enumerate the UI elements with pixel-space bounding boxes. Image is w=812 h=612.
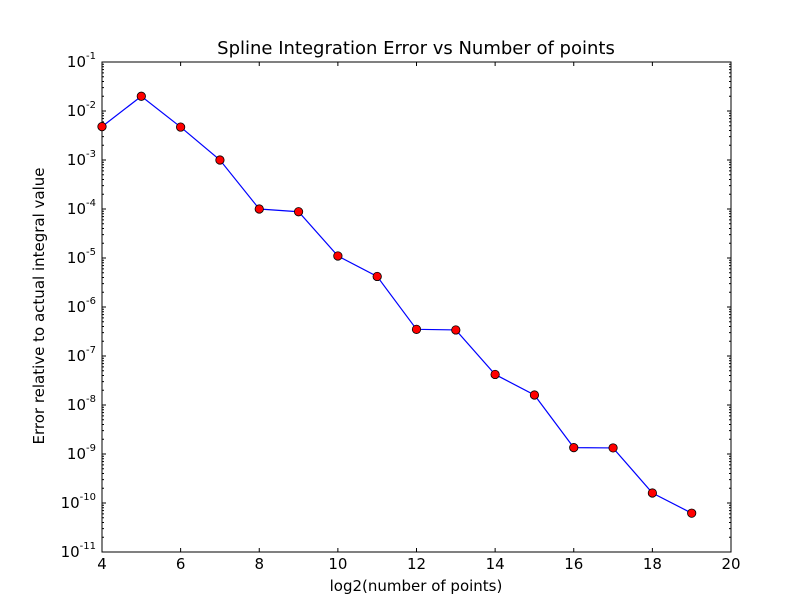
y-tick-label: 10-3 [67, 149, 96, 169]
y-tick-label: 10-9 [67, 443, 96, 463]
x-tick-label: 6 [176, 555, 186, 573]
y-tick-label: 10-2 [67, 100, 96, 120]
data-point [608, 443, 618, 453]
data-point [490, 369, 500, 380]
y-tick-label: 10-11 [61, 541, 96, 561]
x-tick-label: 12 [407, 555, 426, 573]
x-tick-label: 20 [721, 555, 740, 573]
data-point [529, 390, 540, 400]
data-point [176, 122, 186, 132]
x-tick-label: 18 [643, 555, 662, 573]
data-point [254, 204, 264, 214]
y-axis-label: Error relative to actual integral value [30, 167, 48, 444]
data-point [411, 324, 422, 334]
data-point [569, 443, 579, 453]
axis-ticks: 4 6 8 10 12 14 16 18 20 10-11 10-10 10-9 10-8 10-7 10-… [61, 51, 741, 573]
data-point [97, 122, 107, 132]
data-point [333, 251, 343, 261]
y-tick-label: 10-6 [67, 296, 96, 316]
chart-title: Spline Integration Error vs Number of po… [217, 38, 615, 59]
data-series [97, 91, 697, 518]
x-tick-label: 8 [254, 555, 264, 573]
data-point [372, 271, 382, 282]
y-tick-label: 10-1 [67, 51, 96, 71]
data-point [647, 488, 657, 498]
y-tick-label: 10-5 [67, 247, 96, 267]
y-tick-label: 10-4 [67, 198, 96, 218]
data-point [687, 508, 697, 518]
y-tick-label: 10-7 [67, 345, 96, 365]
y-tick-label: 10-8 [67, 394, 96, 414]
x-tick-label: 4 [97, 555, 107, 573]
data-point [293, 207, 304, 217]
x-tick-label: 10 [328, 555, 347, 573]
x-axis-label: log2(number of points) [330, 577, 503, 595]
x-tick-label: 14 [486, 555, 505, 573]
data-point [136, 91, 146, 101]
data-point [451, 325, 461, 335]
series-line [101, 95, 692, 514]
y-tick-label: 10-10 [61, 492, 96, 512]
plot-area [101, 61, 732, 553]
data-point [215, 155, 225, 165]
x-tick-label: 16 [564, 555, 583, 573]
